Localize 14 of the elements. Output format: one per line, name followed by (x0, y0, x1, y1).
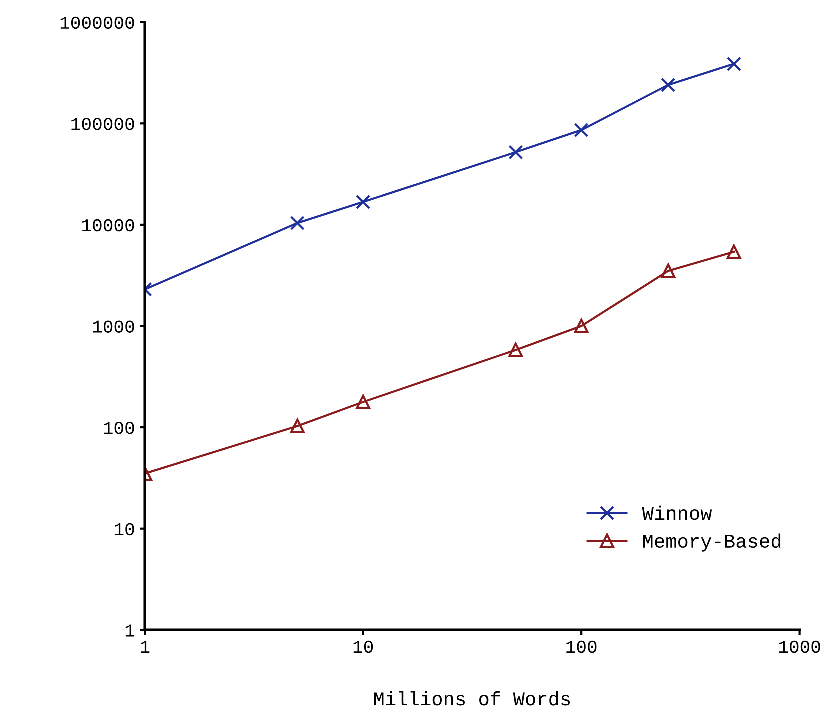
y-tick-label: 10 (115, 523, 134, 536)
x-tick-label: 100 (566, 640, 597, 654)
legend-label: Winnow (642, 506, 712, 520)
x-axis-title: Millions of Words (374, 691, 570, 706)
y-tick-label: 100000 (72, 118, 134, 130)
x-tick-label: 1000 (779, 640, 820, 654)
y-tick-label: 1000000 (60, 16, 134, 30)
y-tick-label: 1 (126, 624, 135, 637)
y-tick-label: 100 (104, 422, 134, 434)
x-tick-label: 10 (354, 640, 374, 654)
y-tick-label: 1000 (93, 320, 134, 333)
legend-label: Memory-Based (643, 534, 781, 552)
x-tick-label: 1 (141, 641, 150, 653)
y-tick-label: 10000 (82, 219, 134, 232)
